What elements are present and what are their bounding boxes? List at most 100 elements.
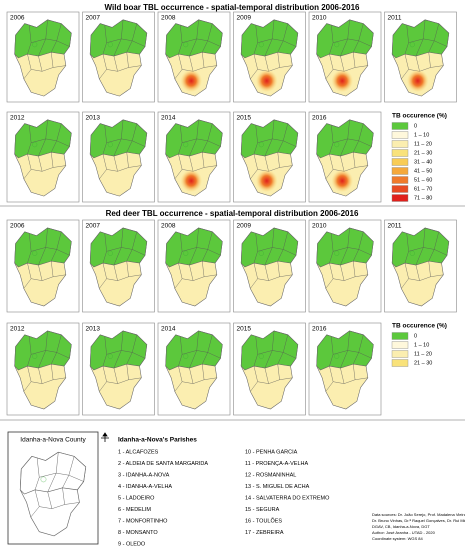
parish-item: 8 - MONSANTO <box>118 530 158 536</box>
point <box>32 42 38 48</box>
zero-zone <box>240 119 299 159</box>
parish-borders <box>23 227 70 289</box>
parish-map <box>165 330 223 410</box>
point <box>258 142 264 148</box>
point <box>258 353 264 359</box>
zero-zone <box>165 227 223 268</box>
parish-borders <box>174 227 221 289</box>
hotspot <box>331 69 354 93</box>
point <box>107 250 113 256</box>
point <box>183 42 189 48</box>
red-deer-title: Red deer TBL occurrence - spatial-tempor… <box>106 209 359 218</box>
parish-borders <box>250 330 297 392</box>
parish-map <box>316 330 374 410</box>
inset-map: Idanha-a-Nova County <box>7 431 99 545</box>
parish-borders <box>401 227 448 289</box>
legend-swatch <box>391 140 409 148</box>
source-line: Dr. Bruno Vinhas, Dr.ª Raquel Gonçalves,… <box>372 518 465 523</box>
point <box>334 250 340 256</box>
point <box>334 42 340 48</box>
legend-swatch <box>391 158 409 166</box>
point <box>107 353 113 359</box>
legend-label: 1 – 10 <box>414 342 429 348</box>
parish-map <box>165 227 223 307</box>
zero-zone <box>89 227 148 268</box>
legend-swatch <box>391 341 409 349</box>
parish-map <box>14 330 72 410</box>
parish-borders <box>99 227 146 289</box>
point <box>334 353 340 359</box>
parish-map <box>165 119 223 197</box>
parish-map <box>316 119 374 197</box>
parish-borders <box>250 227 297 289</box>
legend-label: 61 – 70 <box>414 186 432 192</box>
legend-swatch <box>391 149 409 157</box>
parish-item: 5 - LADOEIRO <box>118 495 155 501</box>
year-label: 2008 <box>161 223 176 230</box>
legend-label: 31 – 40 <box>414 159 432 165</box>
parish-borders <box>99 119 146 180</box>
year-label: 2009 <box>237 15 252 22</box>
parish-item: 15 - SEGURA <box>245 507 280 513</box>
year-label: 2008 <box>161 15 176 22</box>
parish-item: 17 - ZEBREIRA <box>245 530 284 536</box>
hotspot <box>180 69 203 93</box>
parish-map <box>89 119 148 197</box>
legend-label: 0 <box>414 333 417 339</box>
zero-zone <box>14 19 72 59</box>
year-label: 2009 <box>237 223 252 230</box>
zero-zone <box>14 119 72 159</box>
year-label: 2016 <box>312 115 327 122</box>
parish-map <box>14 119 72 197</box>
year-label: 2007 <box>86 223 101 230</box>
parish-item: 1 - ALCAFOZES <box>118 449 159 455</box>
source-line: DGAV, CB, Idanha-a-Nova, DGT <box>372 524 430 529</box>
point <box>32 142 38 148</box>
legend-label: 71 – 80 <box>414 195 432 201</box>
parish-borders <box>99 330 146 392</box>
legend-title: TB occurence (%) <box>392 323 447 330</box>
parish-item: 3 - IDANHA-A-NOVA <box>118 472 170 478</box>
parish-map <box>316 19 374 97</box>
point <box>183 353 189 359</box>
year-label: 2015 <box>237 326 252 333</box>
year-label: 2014 <box>161 326 176 333</box>
year-label: 2007 <box>86 15 101 22</box>
point <box>258 42 264 48</box>
parish-map <box>240 227 299 307</box>
legend-label: 51 – 60 <box>414 177 432 183</box>
legend-swatch <box>391 167 409 175</box>
year-label: 2014 <box>161 115 176 122</box>
legend-label: 21 – 30 <box>414 360 432 366</box>
parish-item: 2 - ALDEIA DE SANTA MARGARIDA <box>118 461 208 467</box>
parish-map <box>316 227 374 307</box>
point <box>107 142 113 148</box>
zero-zone <box>316 119 374 159</box>
legend-swatch <box>391 350 409 358</box>
zero-zone <box>14 227 72 268</box>
year-label: 2015 <box>237 115 252 122</box>
source-line: Coordinate system: WGS 84 <box>372 536 423 541</box>
hotspot <box>255 169 278 193</box>
parish-map <box>14 227 72 307</box>
point <box>409 250 415 256</box>
parish-item: 11 - PROENÇA-A-VELHA <box>245 461 308 467</box>
year-label: 2013 <box>86 115 101 122</box>
zero-zone <box>240 19 299 59</box>
zero-zone <box>89 119 148 159</box>
north-arrow <box>101 432 109 442</box>
parish-item: 16 - TOULÕES <box>245 517 282 524</box>
year-label: 2010 <box>312 15 327 22</box>
legend-label: 41 – 50 <box>414 168 432 174</box>
parish-map <box>19 451 87 537</box>
parish-map <box>89 330 148 410</box>
zero-zone <box>14 330 72 371</box>
parish-borders <box>99 19 146 80</box>
point <box>183 142 189 148</box>
zero-zone <box>316 330 374 371</box>
zero-zone <box>89 330 148 371</box>
legend-label: 11 – 20 <box>414 141 432 147</box>
point <box>32 250 38 256</box>
parish-map <box>240 119 299 197</box>
parish-item: 6 - MEDELIM <box>118 507 151 513</box>
